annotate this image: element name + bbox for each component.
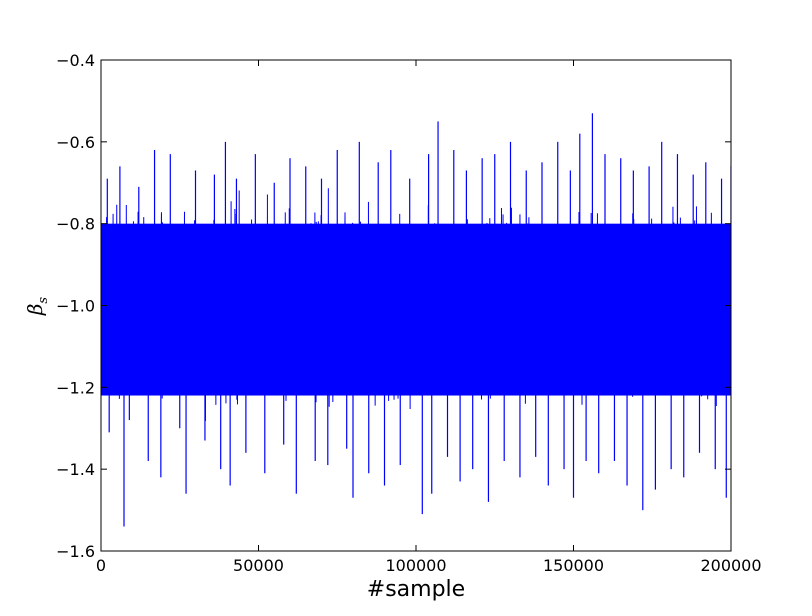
y-tick-label: −1.2 (56, 378, 95, 397)
x-tick-label: 100000 (385, 556, 446, 575)
x-axis-label: #sample (367, 577, 465, 602)
y-tick-label: −0.6 (56, 133, 95, 152)
series-band (101, 223, 731, 396)
y-axis-label-subscript: s (36, 297, 51, 304)
series-group (101, 113, 731, 527)
y-tick-label: −1.6 (56, 542, 95, 561)
y-tick-label: −1.4 (56, 460, 95, 479)
x-tick-label: 150000 (543, 556, 604, 575)
plot-area (101, 113, 731, 527)
y-tick-label: −1.0 (56, 297, 95, 316)
y-tick-label: −0.4 (56, 51, 95, 70)
y-tick-label: −0.8 (56, 215, 95, 234)
y-axis-label-symbol: β (23, 304, 47, 317)
axes: 0 50000 100000 150000 200000 −1.6 −1.4 −1.2 −1.0… (56, 51, 761, 575)
x-tick-label: 200000 (700, 556, 761, 575)
x-tick-label: 0 (96, 556, 106, 575)
x-tick-label: 50000 (233, 556, 284, 575)
y-axis-label: βs (23, 297, 51, 317)
